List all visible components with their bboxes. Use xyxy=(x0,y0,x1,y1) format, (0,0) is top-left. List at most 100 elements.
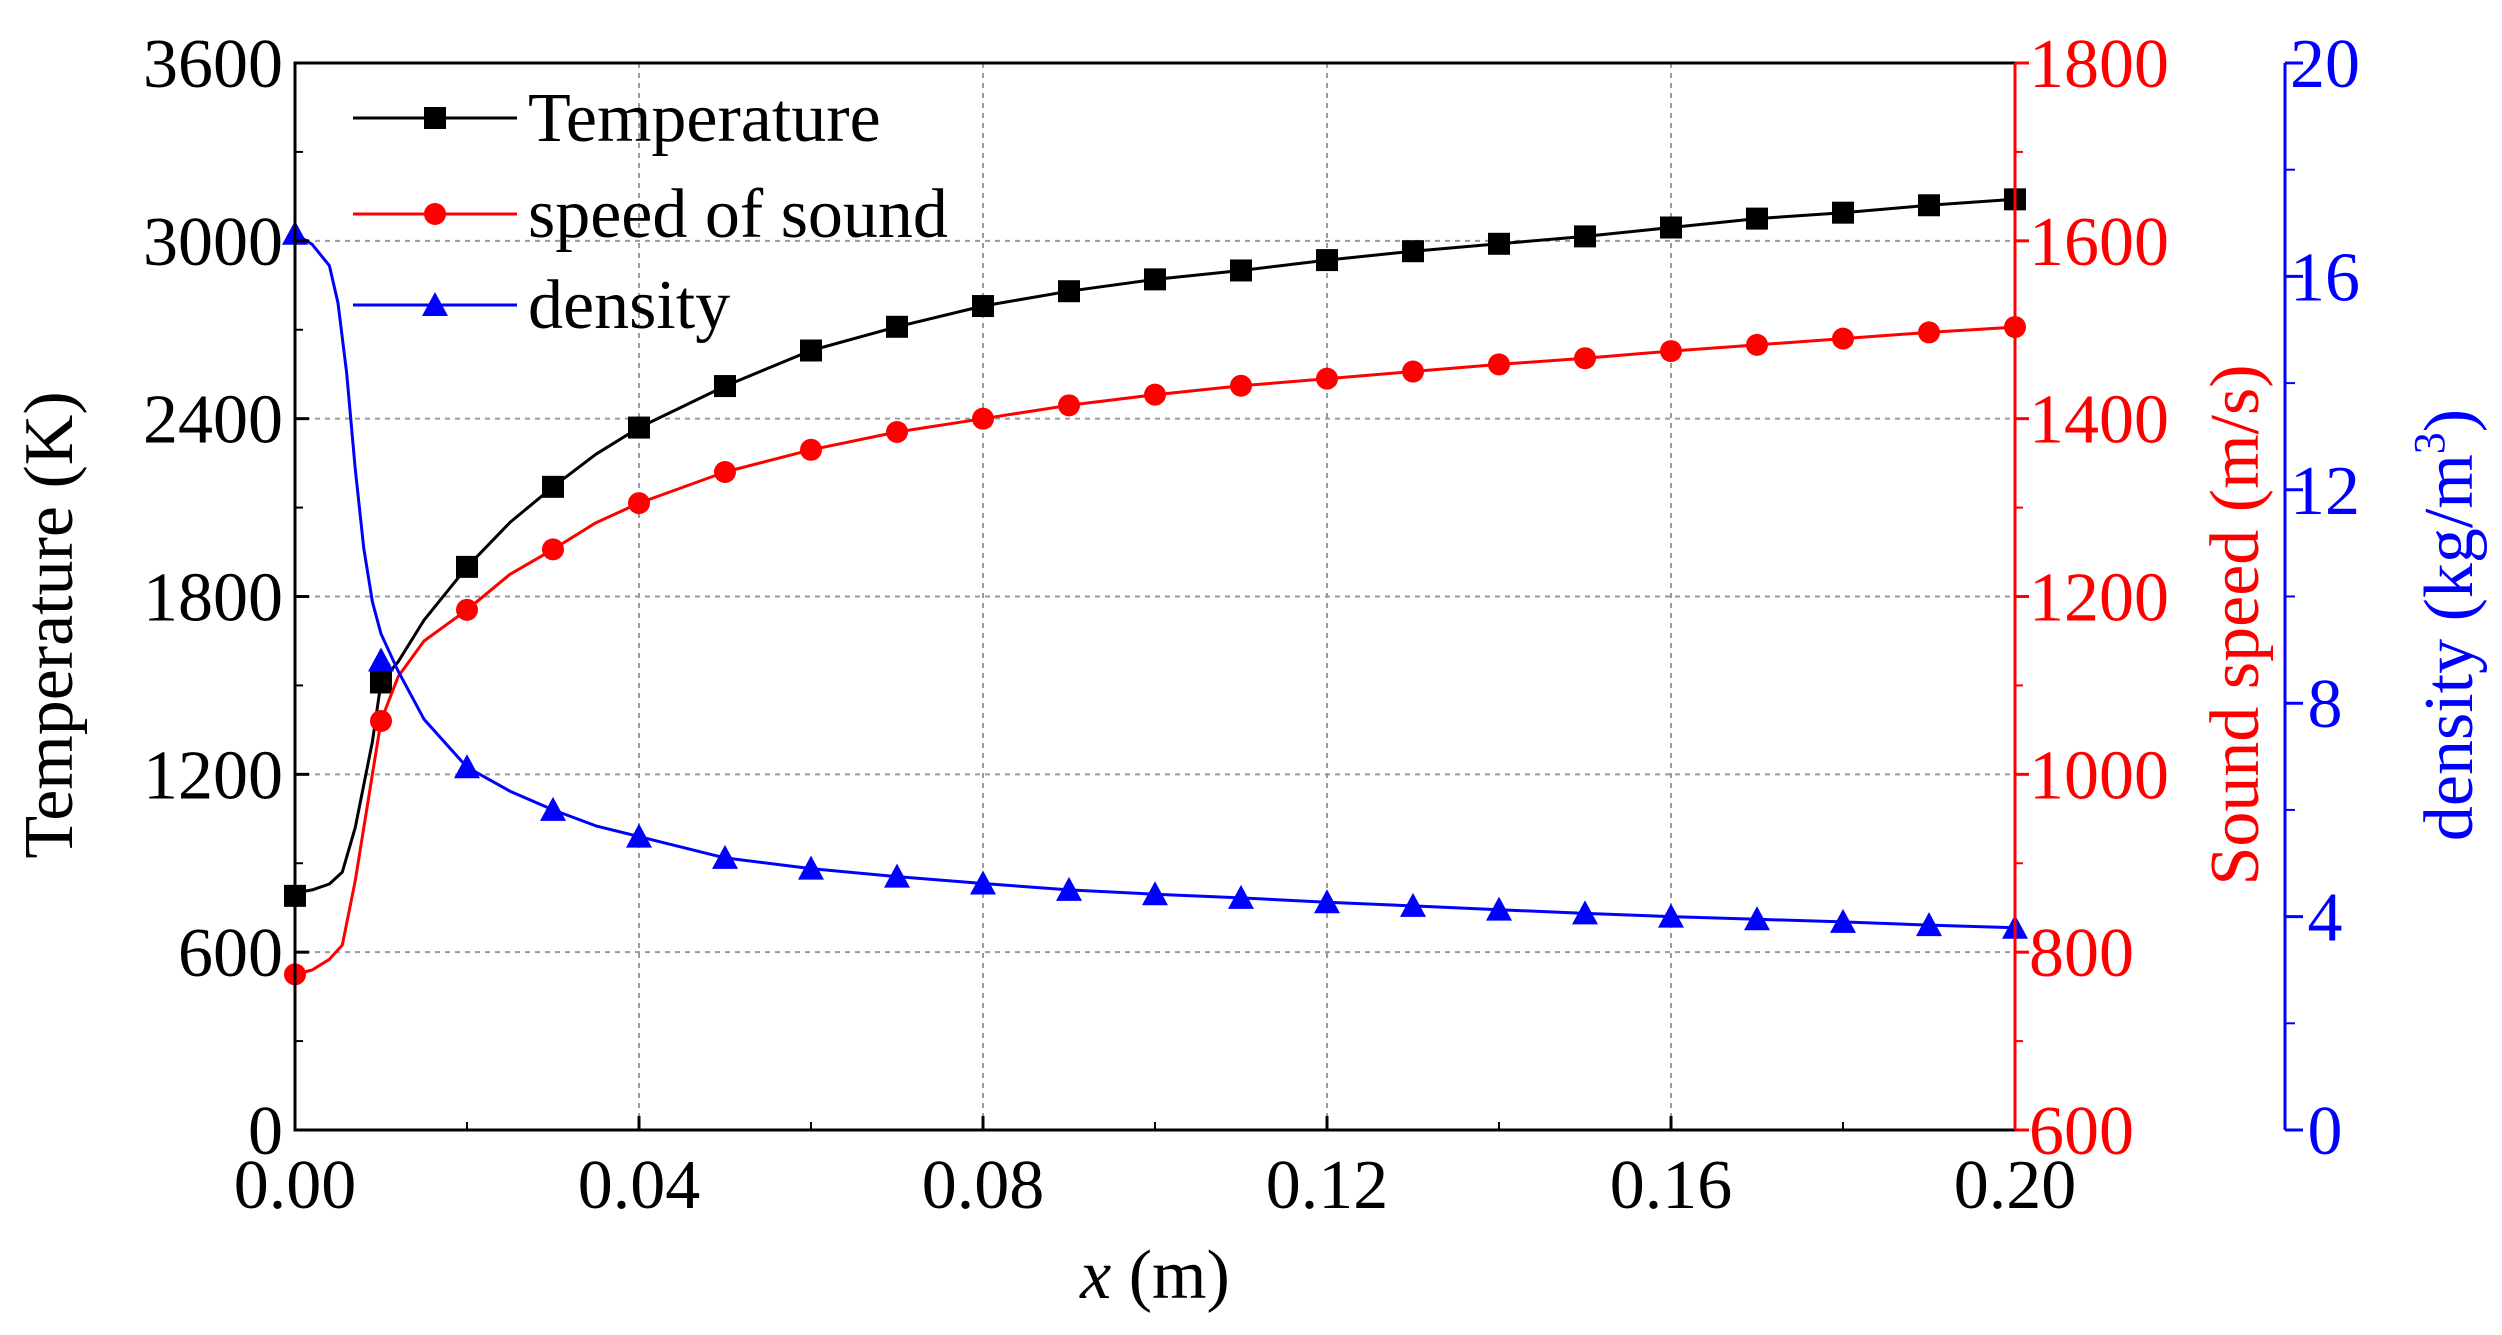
legend: Temperature speed of sound density xyxy=(353,80,948,344)
y-right2-tick-label: 4 xyxy=(2308,880,2343,957)
data-point-temperature xyxy=(1144,268,1166,291)
data-point-density xyxy=(1142,881,1168,906)
y-right2-axis-title-main: density (kg/m xyxy=(2411,454,2488,841)
data-point-density xyxy=(1744,906,1770,931)
data-point-temperature xyxy=(628,416,650,439)
y-right1-tick-label: 1400 xyxy=(2029,382,2169,459)
y-right1-tick-label: 1000 xyxy=(2029,737,2169,814)
data-point-speed-of-sound xyxy=(1746,333,1768,356)
data-point-density xyxy=(1400,892,1426,917)
y-left-tick-label: 1800 xyxy=(143,560,283,637)
data-point-temperature xyxy=(1058,280,1080,303)
data-point-density xyxy=(368,647,394,672)
data-point-speed-of-sound xyxy=(1660,340,1682,363)
y-left-tick-label: 1200 xyxy=(143,737,283,814)
legend-label-temperature: Temperature xyxy=(528,80,881,157)
y-left-tick-label: 600 xyxy=(178,915,283,992)
series-layer xyxy=(282,188,2028,986)
y-right1-tick-label: 600 xyxy=(2029,1093,2134,1170)
axes-layer: 0.00 0.04 0.08 0.12 0.16 0.20 0 600 1200 1800 2400… xyxy=(143,26,2360,1224)
data-point-density xyxy=(1228,884,1254,909)
data-point-speed-of-sound xyxy=(1144,383,1166,406)
legend-label-density: density xyxy=(528,267,730,344)
y-right2-axis-title-end: ) xyxy=(2411,409,2488,432)
y-left-tick-label: 3000 xyxy=(143,204,283,281)
x-tick-label: 0.08 xyxy=(922,1147,1045,1224)
data-point-temperature xyxy=(1402,240,1424,263)
data-point-density xyxy=(540,796,566,821)
data-point-temperature xyxy=(714,375,736,398)
data-point-density xyxy=(1658,903,1684,928)
y-left-axis-title: Temperature (K) xyxy=(11,391,88,858)
data-point-speed-of-sound xyxy=(714,461,736,484)
data-point-speed-of-sound xyxy=(456,598,478,621)
data-point-temperature xyxy=(542,475,564,498)
y-right2-tick-label: 12 xyxy=(2290,453,2360,530)
legend-marker-density xyxy=(422,292,448,316)
x-tick-label: 0.00 xyxy=(234,1147,357,1224)
y-right2-tick-label: 20 xyxy=(2290,26,2360,103)
data-point-temperature xyxy=(1488,232,1510,255)
data-point-speed-of-sound xyxy=(1918,321,1940,344)
data-point-temperature xyxy=(1574,225,1596,248)
x-axis-title: x (m) xyxy=(1079,1237,1230,1314)
data-point-density xyxy=(1314,889,1340,914)
data-point-density xyxy=(1056,876,1082,901)
data-point-density xyxy=(1916,912,1942,937)
x-tick-label: 0.16 xyxy=(1610,1147,1733,1224)
data-point-speed-of-sound xyxy=(542,538,564,561)
y-right1-tick-label: 800 xyxy=(2029,915,2134,992)
data-point-speed-of-sound xyxy=(1832,327,1854,350)
data-point-temperature xyxy=(800,339,822,362)
x-tick-label: 0.12 xyxy=(1266,1147,1389,1224)
data-point-temperature xyxy=(456,555,478,578)
y-right2-tick-label: 16 xyxy=(2290,239,2360,316)
data-point-speed-of-sound xyxy=(1574,347,1596,370)
data-point-temperature xyxy=(1316,249,1338,272)
data-point-speed-of-sound xyxy=(1402,360,1424,383)
y-right2-tick-label: 8 xyxy=(2308,666,2343,743)
data-point-speed-of-sound xyxy=(370,709,392,732)
data-point-density xyxy=(1830,908,1856,933)
data-point-speed-of-sound xyxy=(800,438,822,461)
data-point-density xyxy=(1572,900,1598,925)
data-point-temperature xyxy=(972,295,994,318)
data-point-density xyxy=(712,844,738,869)
x-tick-label: 0.04 xyxy=(578,1147,701,1224)
series-line-temperature xyxy=(294,197,2016,895)
data-point-temperature xyxy=(1918,194,1940,217)
data-point-temperature xyxy=(886,315,908,338)
legend-marker-speed-of-sound xyxy=(424,203,446,225)
data-point-temperature xyxy=(1746,207,1768,230)
y-left-tick-label: 0 xyxy=(248,1093,283,1170)
data-point-density xyxy=(884,863,910,888)
data-point-density xyxy=(626,823,652,848)
y-left-tick-label: 2400 xyxy=(143,382,283,459)
data-point-speed-of-sound xyxy=(886,421,908,444)
y-right1-tick-label: 1800 xyxy=(2029,26,2169,103)
legend-marker-temperature xyxy=(424,107,446,129)
y-right2-axis-title: density (kg/m3) xyxy=(2405,409,2488,841)
y-right2-axis-title-sup: 3 xyxy=(2405,432,2454,454)
x-tick-label: 0.20 xyxy=(1954,1147,2077,1224)
data-point-temperature xyxy=(1832,201,1854,224)
data-point-temperature xyxy=(1230,259,1252,282)
series-line-speed-of-sound xyxy=(294,325,2016,976)
y-right1-tick-label: 1600 xyxy=(2029,204,2169,281)
data-point-speed-of-sound xyxy=(628,492,650,515)
data-point-speed-of-sound xyxy=(972,407,994,430)
y-right1-axis-title: Sound speed (m/s) xyxy=(2197,364,2274,885)
data-point-density xyxy=(798,855,824,880)
data-point-speed-of-sound xyxy=(1316,367,1338,390)
data-point-density xyxy=(970,870,996,895)
y-right1-tick-label: 1200 xyxy=(2029,560,2169,637)
legend-label-speed-of-sound: speed of sound xyxy=(528,176,948,253)
data-point-speed-of-sound xyxy=(1058,394,1080,417)
data-point-density xyxy=(454,754,480,779)
data-point-speed-of-sound xyxy=(1488,353,1510,376)
x-axis-title-var: x xyxy=(1079,1237,1111,1314)
data-point-temperature xyxy=(370,671,392,694)
x-axis-title-unit: (m) xyxy=(1111,1237,1230,1314)
